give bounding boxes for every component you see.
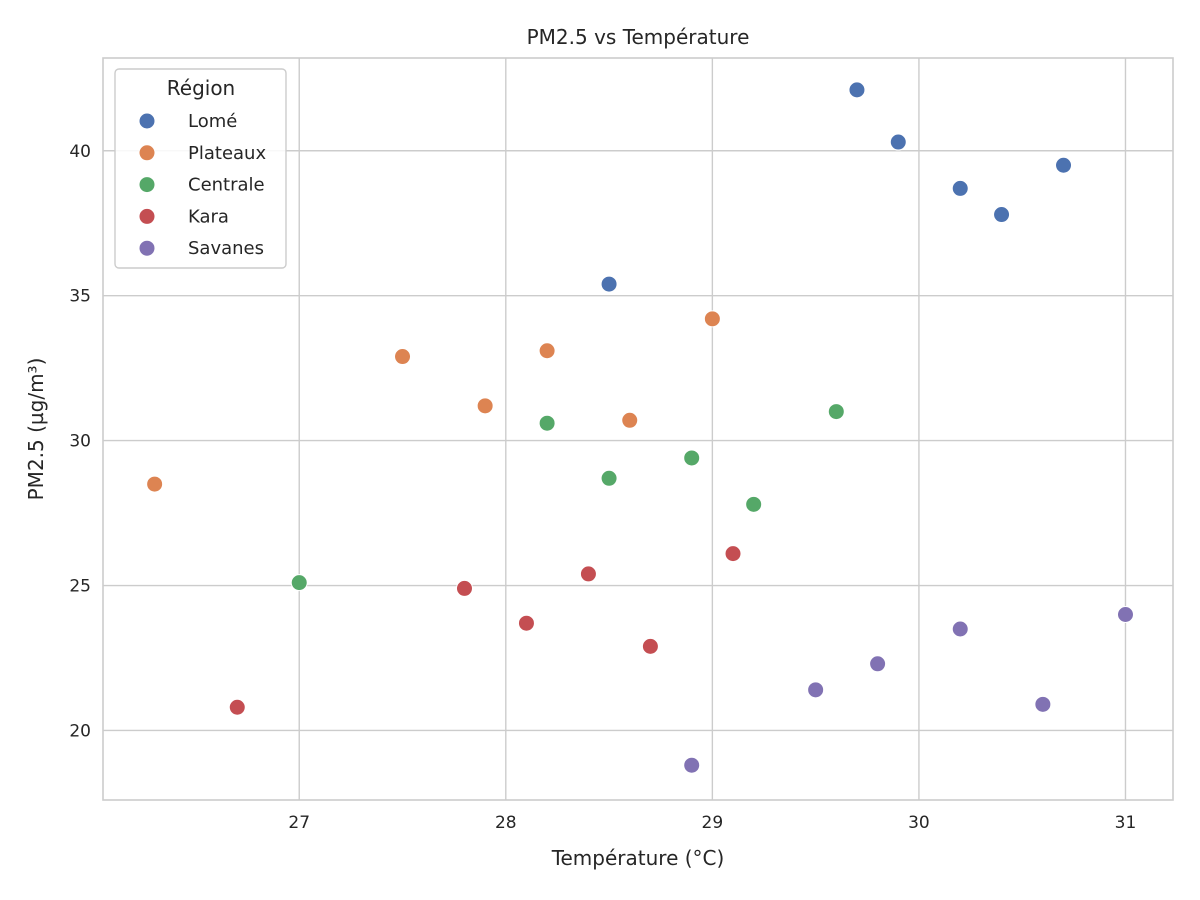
x-tick-label: 29 bbox=[702, 813, 724, 833]
y-tick-label: 25 bbox=[69, 577, 91, 597]
data-point bbox=[724, 545, 742, 563]
series-lomé bbox=[600, 81, 1073, 293]
series-kara bbox=[228, 545, 742, 716]
data-point bbox=[1116, 606, 1134, 623]
legend-marker bbox=[138, 207, 156, 225]
data-points bbox=[146, 81, 1134, 774]
data-point bbox=[683, 449, 701, 467]
legend-box bbox=[114, 68, 287, 269]
data-point bbox=[641, 637, 659, 655]
data-point bbox=[1034, 695, 1052, 713]
data-point bbox=[228, 698, 246, 716]
legend-marker bbox=[138, 112, 156, 130]
x-tick-label: 28 bbox=[495, 813, 517, 833]
legend-label: Savanes bbox=[188, 238, 264, 259]
chart-title: PM2.5 vs Température bbox=[527, 25, 750, 49]
x-axis-label: Température (°C) bbox=[551, 846, 725, 870]
series-centrale bbox=[290, 403, 845, 592]
x-tick-label: 27 bbox=[288, 813, 310, 833]
data-point bbox=[827, 403, 845, 421]
legend-label: Lomé bbox=[188, 111, 237, 132]
data-point bbox=[455, 579, 473, 597]
data-point bbox=[848, 81, 866, 99]
data-point bbox=[889, 133, 907, 151]
data-point bbox=[951, 179, 969, 197]
data-point bbox=[869, 655, 887, 673]
grid bbox=[103, 58, 1173, 800]
data-point bbox=[538, 414, 556, 432]
legend-marker bbox=[138, 144, 156, 162]
legend-marker bbox=[138, 239, 156, 257]
data-point bbox=[951, 620, 969, 638]
data-point bbox=[807, 681, 825, 699]
legend-label: Centrale bbox=[188, 175, 265, 196]
y-tick-labels: 20 25 30 35 40 bbox=[69, 142, 91, 742]
data-point bbox=[579, 565, 597, 583]
legend-marker bbox=[138, 176, 156, 194]
data-point bbox=[683, 756, 701, 774]
data-point bbox=[290, 574, 308, 592]
data-point bbox=[745, 495, 763, 513]
legend-items: Lomé Plateaux Centrale Kara Savanes bbox=[138, 111, 266, 259]
data-point bbox=[517, 614, 535, 632]
data-point bbox=[600, 275, 618, 293]
legend-label: Plateaux bbox=[188, 143, 266, 164]
plot-frame bbox=[102, 57, 1174, 801]
series-savanes bbox=[683, 606, 1134, 774]
data-point bbox=[394, 348, 412, 366]
data-point bbox=[1055, 156, 1073, 174]
data-point bbox=[476, 397, 494, 415]
y-tick-label: 40 bbox=[69, 142, 91, 162]
x-tick-labels: 27 28 29 30 31 bbox=[288, 813, 1136, 833]
y-axis-label: PM2.5 (µg/m³) bbox=[24, 358, 48, 501]
y-tick-label: 35 bbox=[69, 287, 91, 307]
legend-title: Région bbox=[167, 76, 235, 100]
series-plateaux bbox=[146, 310, 721, 493]
legend-label: Kara bbox=[188, 206, 229, 227]
legend: Région Lomé Plateaux Centrale Kara Savanes bbox=[114, 68, 287, 269]
x-tick-label: 30 bbox=[908, 813, 930, 833]
y-tick-label: 30 bbox=[69, 432, 91, 452]
data-point bbox=[703, 310, 721, 328]
x-tick-label: 31 bbox=[1115, 813, 1137, 833]
data-point bbox=[993, 206, 1011, 224]
data-point bbox=[621, 411, 639, 429]
data-point bbox=[600, 469, 618, 487]
data-point bbox=[538, 342, 556, 360]
y-tick-label: 20 bbox=[69, 721, 91, 741]
data-point bbox=[146, 475, 164, 493]
